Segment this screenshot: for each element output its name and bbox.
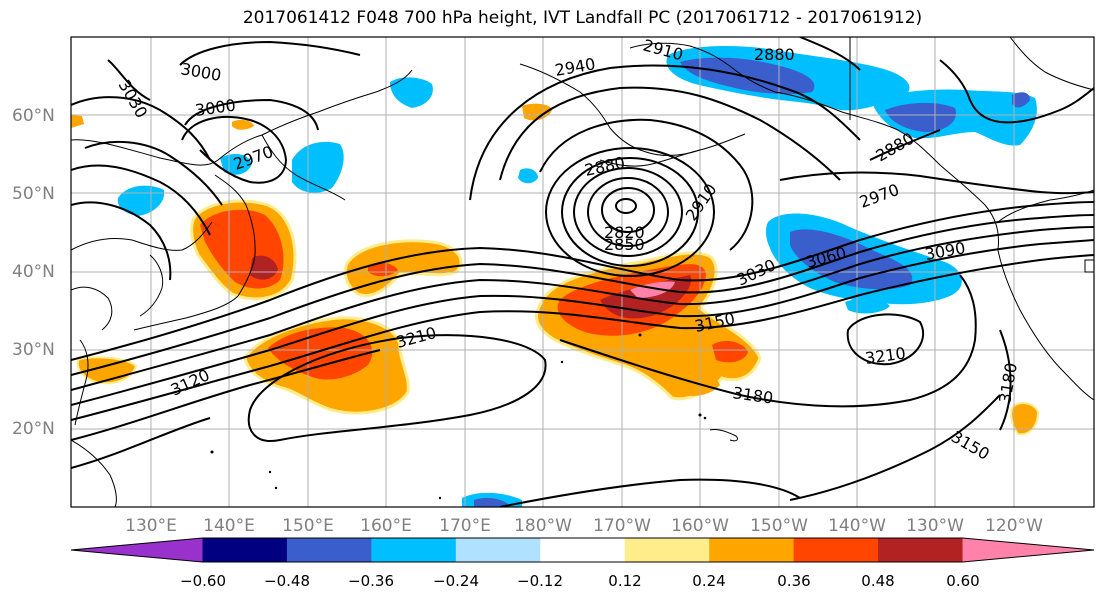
lon-label-170e: 170°E bbox=[439, 516, 491, 536]
ivt-negative-shading bbox=[117, 45, 1037, 507]
contour-label-3120: 3120 bbox=[168, 365, 213, 399]
map-title: 2017061412 F048 700 hPa height, IVT Land… bbox=[242, 8, 923, 28]
contour-label-2910b: 2910 bbox=[682, 180, 721, 224]
contour-label-3180b: 3180 bbox=[995, 361, 1021, 404]
colorbar-tick-5: −0.12 bbox=[517, 572, 563, 590]
lon-label-140e: 140°E bbox=[203, 516, 255, 536]
contour-label-2910a: 2910 bbox=[641, 36, 685, 65]
colorbar-tick-1: −0.60 bbox=[180, 572, 226, 590]
lat-label-40n: 40°N bbox=[12, 262, 55, 282]
lon-label-170w: 170°W bbox=[593, 516, 651, 536]
colorbar-segment bbox=[202, 538, 288, 562]
contour-label-2970b: 2970 bbox=[857, 180, 902, 212]
colorbar-extend-high bbox=[962, 538, 1094, 562]
lat-label-30n: 30°N bbox=[12, 340, 55, 360]
colorbar-extend-low bbox=[71, 538, 203, 562]
lon-label-160w: 160°W bbox=[671, 516, 729, 536]
contour-label-3000a: 3000 bbox=[179, 59, 222, 85]
colorbar-tick-9: 0.48 bbox=[861, 572, 895, 590]
lon-label-160e: 160°E bbox=[360, 516, 412, 536]
contour-label-3180a: 3180 bbox=[731, 383, 774, 407]
contour-label-2880b: 2880 bbox=[583, 153, 627, 180]
colorbar-segment bbox=[371, 538, 457, 562]
colorbar-segment bbox=[624, 538, 710, 562]
colorbar-tick-8: 0.36 bbox=[777, 572, 811, 590]
contour-label-2880c: 2880 bbox=[873, 129, 918, 166]
colorbar-tick-10: 0.60 bbox=[946, 572, 980, 590]
colorbar bbox=[70, 537, 1095, 563]
lon-label-180w: 180°W bbox=[514, 516, 572, 536]
contour-label-3210b: 3210 bbox=[864, 343, 907, 367]
colorbar-segment bbox=[455, 538, 541, 562]
contour-label-2820: 2820 bbox=[604, 223, 645, 242]
contour-label-2880a: 2880 bbox=[754, 45, 795, 64]
colorbar-tick-2: −0.48 bbox=[264, 572, 310, 590]
colorbar-tick-6: 0.12 bbox=[608, 572, 642, 590]
colorbar-segment bbox=[709, 538, 795, 562]
contour-label-2850: 2850 bbox=[604, 235, 645, 254]
colorbar-segment bbox=[286, 538, 372, 562]
colorbar-outline bbox=[70, 537, 1095, 563]
contour-label-3090: 3090 bbox=[923, 238, 966, 264]
lat-label-20n: 20°N bbox=[12, 419, 55, 439]
lon-label-150w: 150°W bbox=[750, 516, 808, 536]
lat-label-60n: 60°N bbox=[12, 106, 55, 126]
contour-label-2940: 2940 bbox=[553, 54, 596, 80]
colorbar-tick-7: 0.24 bbox=[692, 572, 726, 590]
colorbar-segment bbox=[878, 538, 964, 562]
colorbar-tick-3: −0.36 bbox=[348, 572, 394, 590]
lon-label-120w: 120°W bbox=[985, 516, 1043, 536]
lon-label-130w: 130°W bbox=[906, 516, 964, 536]
map-frame bbox=[70, 36, 1095, 508]
height-contours bbox=[71, 37, 1094, 507]
colorbar-segment bbox=[540, 538, 626, 562]
contour-label-2970a: 2970 bbox=[231, 142, 276, 174]
lon-label-130e: 130°E bbox=[125, 516, 177, 536]
colorbar-segment bbox=[793, 538, 879, 562]
graticule bbox=[71, 37, 1094, 507]
lat-label-50n: 50°N bbox=[12, 184, 55, 204]
small-islands bbox=[210, 333, 707, 500]
lon-label-140w: 140°W bbox=[828, 516, 886, 536]
lon-label-150e: 150°E bbox=[282, 516, 334, 536]
contour-label-3150b: 3150 bbox=[948, 427, 993, 464]
map-plot-area: 3000 3000 3030 2970 2940 2910 2880 2880 … bbox=[71, 36, 1094, 507]
coastlines bbox=[71, 37, 1094, 507]
colorbar-tick-4: −0.24 bbox=[433, 572, 479, 590]
